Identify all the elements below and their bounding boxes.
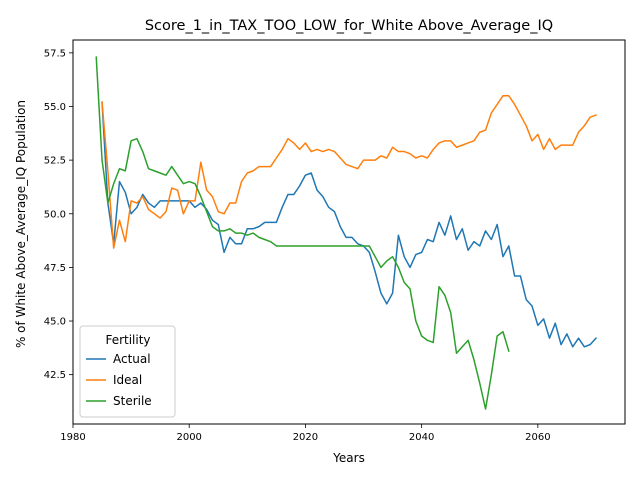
- chart-title: Score_1_in_TAX_TOO_LOW_for_White Above_A…: [145, 18, 553, 34]
- x-tick-label: 2040: [409, 432, 434, 443]
- plot-frame: [72, 39, 626, 425]
- y-tick-label: 52.5: [44, 156, 66, 167]
- series-line-sterile: [95, 56, 510, 410]
- y-tick-label: 47.5: [44, 263, 66, 274]
- legend-entries: Actual Ideal Sterile: [86, 352, 152, 408]
- y-axis-label: % of White Above_Average_IQ Population: [14, 100, 28, 348]
- series-line-actual: [101, 101, 598, 348]
- y-tick-label: 45.0: [44, 317, 66, 328]
- legend-box: [79, 325, 176, 418]
- legend-label-actual: Actual: [113, 352, 151, 366]
- legend-title: Fertility: [105, 333, 150, 347]
- y-axis-ticks: 42.5 45.0 47.5 50.0 52.5 55.0 57.5: [44, 48, 73, 381]
- series-layer: [95, 56, 598, 410]
- legend-label-sterile: Sterile: [113, 394, 152, 408]
- x-axis-ticks: 1980 2000 2020 2040 2060: [60, 424, 551, 443]
- y-tick-label: 57.5: [44, 48, 66, 59]
- legend: Fertility Actual Ideal Sterile: [79, 325, 176, 418]
- y-tick-label: 50.0: [44, 209, 66, 220]
- x-tick-label: 1980: [60, 432, 85, 443]
- y-tick-label: 55.0: [44, 102, 66, 113]
- x-tick-label: 2000: [176, 432, 201, 443]
- legend-label-ideal: Ideal: [113, 373, 142, 387]
- y-tick-label: 42.5: [44, 370, 66, 381]
- x-tick-label: 2060: [525, 432, 550, 443]
- x-tick-label: 2020: [293, 432, 318, 443]
- series-line-ideal: [101, 95, 597, 249]
- x-axis-label: Years: [332, 451, 365, 465]
